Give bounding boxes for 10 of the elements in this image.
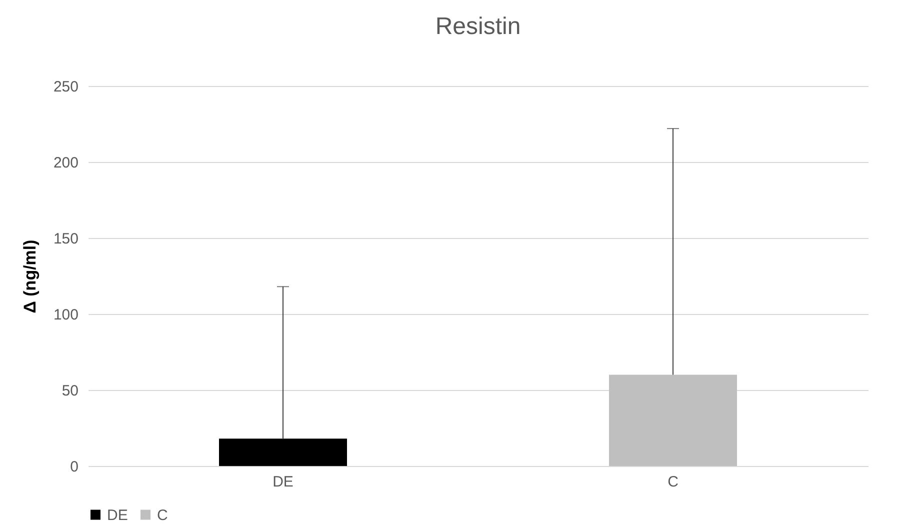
- legend-label: DE: [107, 506, 128, 524]
- legend-label: C: [157, 506, 168, 524]
- chart-title: Resistin: [435, 13, 521, 40]
- y-tick-label: 100: [53, 306, 78, 324]
- y-tick-label: 50: [62, 382, 78, 400]
- y-tick-label: 0: [70, 458, 78, 476]
- y-tick-label: 200: [53, 154, 78, 172]
- y-tick-label: 150: [53, 230, 78, 248]
- y-axis-title: Δ (ng/ml): [20, 240, 40, 314]
- y-tick-label: 250: [53, 78, 78, 96]
